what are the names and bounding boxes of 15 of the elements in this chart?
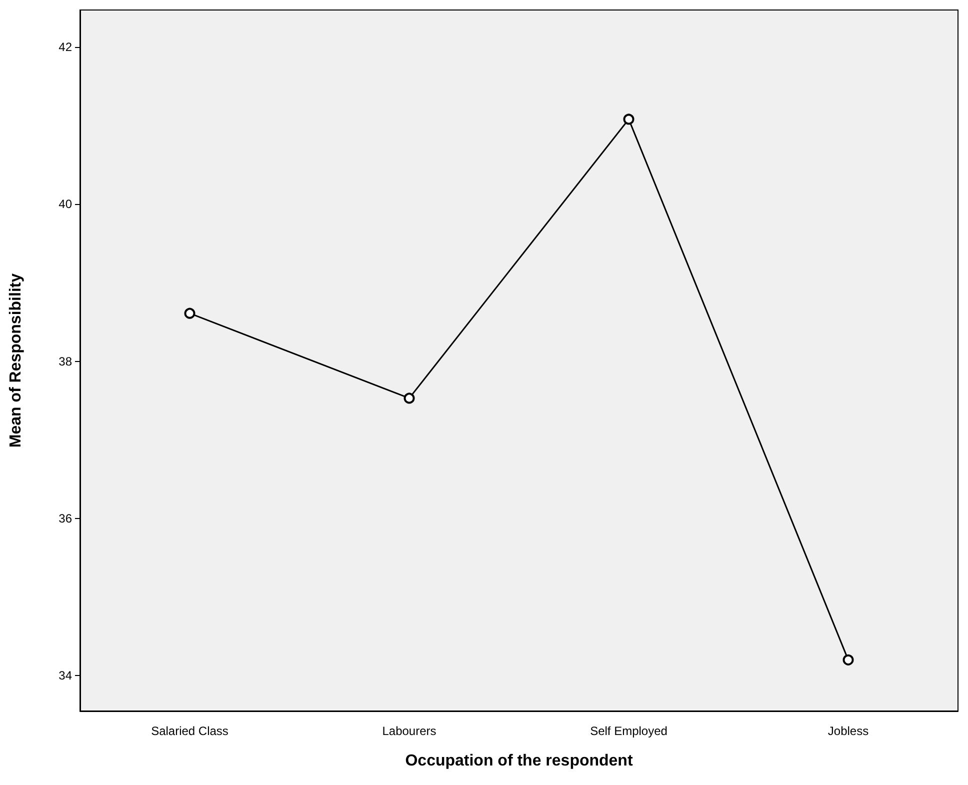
point	[623, 114, 634, 125]
y-tick-label: 34	[58, 668, 72, 683]
x-tick-label: Jobless	[828, 724, 869, 738]
y-tick-label: 36	[58, 511, 72, 526]
point	[404, 392, 415, 404]
x-tick-label: Labourers	[382, 724, 436, 738]
y-axis-title: Mean of Responsibility	[8, 273, 24, 448]
point	[842, 654, 854, 666]
x-tick-label: Self Employed	[590, 724, 668, 738]
y-tick-label: 38	[58, 354, 72, 368]
y-tick-label: 42	[58, 40, 72, 54]
x-axis-title: Occupation of the respondent	[405, 752, 634, 770]
y-tick-label: 40	[58, 197, 72, 212]
point	[184, 308, 196, 319]
x-tick-label: Salaried Class	[151, 724, 228, 738]
